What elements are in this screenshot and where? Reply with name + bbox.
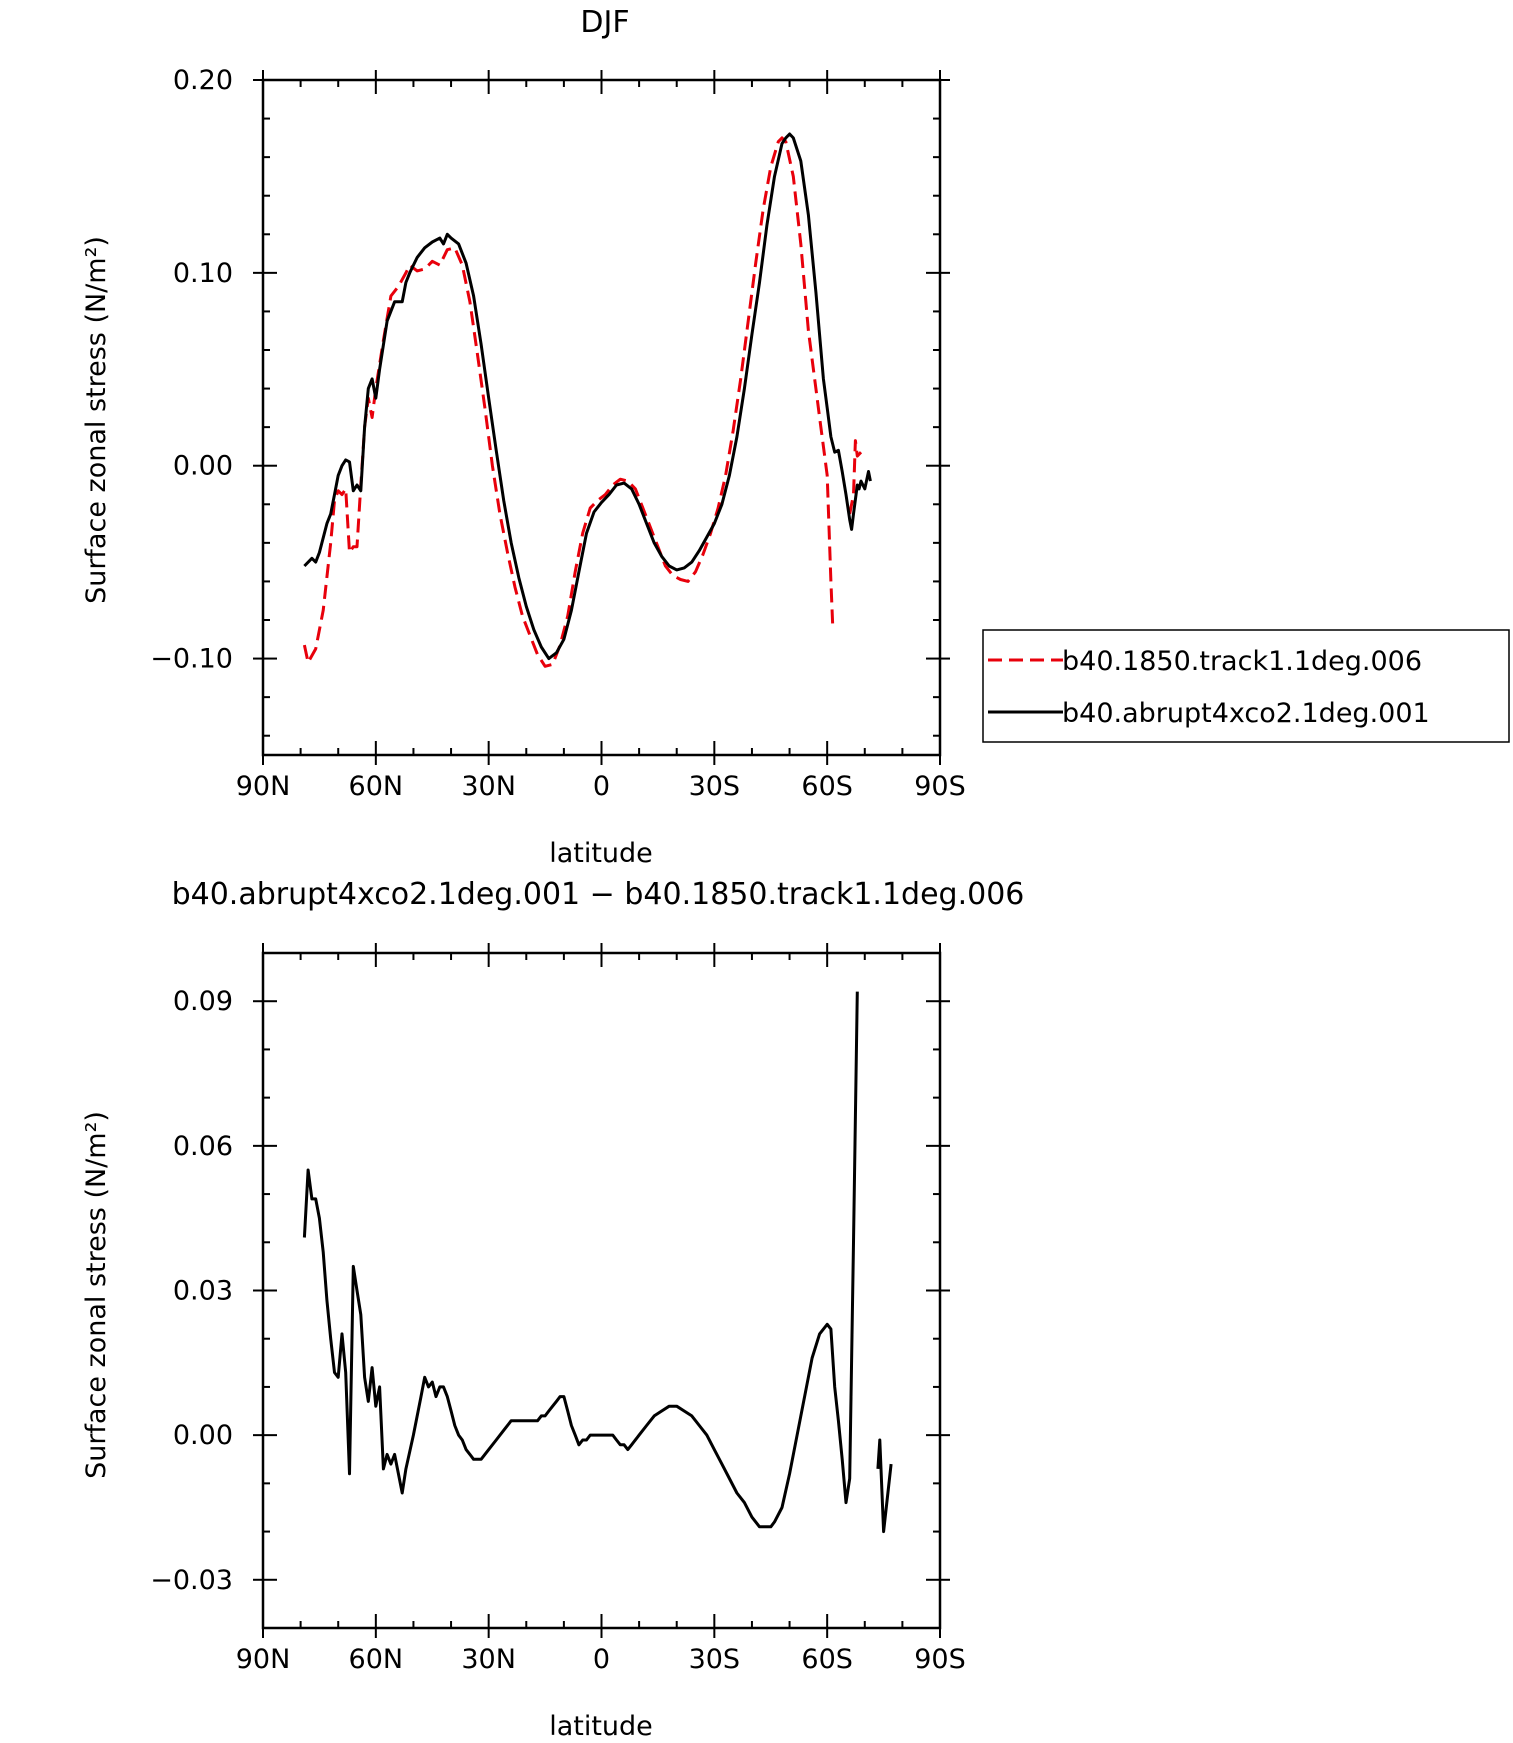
legend: b40.1850.track1.1deg.006 b40.abrupt4xco2…: [982, 629, 1510, 743]
y-tick-label: 0.10: [173, 258, 233, 289]
series-line-0: [302, 991, 859, 1529]
x-axis-label: latitude: [549, 838, 653, 869]
x-tick-label: 30S: [689, 1644, 741, 1675]
y-tick-label: 0.20: [173, 65, 233, 96]
top-panel-djf: DJF 90N 60N 30N 0 30S 60S 90S 0.20 0.10 0.00 −0.1…: [81, 5, 1510, 869]
x-tick-label: 0: [593, 1644, 610, 1675]
series-line-2: [303, 132, 872, 661]
x-tick-label: 90N: [236, 1644, 291, 1675]
x-tick-label: 90S: [914, 771, 966, 802]
x-tick-label: 60S: [801, 1644, 853, 1675]
y-tick-label: 0.06: [173, 1131, 233, 1162]
y-tick-label: 0.09: [173, 986, 233, 1017]
x-tick-label: 90S: [914, 1644, 966, 1675]
series-layer: [302, 991, 893, 1534]
x-tick-label: 60N: [349, 771, 404, 802]
chart-title: DJF: [580, 5, 629, 40]
bottom-panel-difference: b40.abrupt4xco2.1deg.001 − b40.1850.trac…: [81, 877, 1024, 1742]
plot-frame: [261, 951, 942, 1630]
series-line-1: [848, 439, 863, 515]
x-axis: 90N 60N 30N 0 30S 60S 90S: [236, 943, 966, 1675]
series-layer: [302, 132, 872, 668]
x-tick-label: 30S: [689, 771, 741, 802]
y-tick-label: −0.10: [150, 644, 233, 675]
x-axis: 90N 60N 30N 0 30S 60S 90S: [236, 70, 966, 802]
y-axis-label: Surface zonal stress (N/m²): [81, 1111, 112, 1479]
x-tick-label: 30N: [461, 771, 516, 802]
y-tick-label: 0.00: [173, 451, 233, 482]
y-tick-label: 0.03: [173, 1276, 233, 1307]
chart-title: b40.abrupt4xco2.1deg.001 − b40.1850.trac…: [172, 877, 1025, 912]
x-tick-label: 30N: [461, 1644, 516, 1675]
x-tick-label: 60N: [349, 1644, 404, 1675]
y-tick-label: 0.00: [173, 1420, 233, 1451]
y-axis-label: Surface zonal stress (N/m²): [81, 236, 112, 604]
x-tick-label: 60S: [801, 771, 853, 802]
series-line-0: [302, 136, 835, 668]
x-axis-label: latitude: [549, 1711, 653, 1742]
legend-label-4xco2: b40.abrupt4xco2.1deg.001: [1062, 698, 1430, 729]
x-tick-label: 0: [593, 771, 610, 802]
series-line-1: [876, 1438, 893, 1534]
legend-label-control: b40.1850.track1.1deg.006: [1062, 646, 1422, 677]
x-tick-label: 90N: [236, 771, 291, 802]
legend-box: [982, 629, 1510, 743]
y-tick-label: −0.03: [150, 1565, 233, 1596]
y-axis: 0.09 0.06 0.03 0.00 −0.03: [150, 952, 950, 1629]
y-axis: 0.20 0.10 0.00 −0.10: [150, 65, 950, 737]
